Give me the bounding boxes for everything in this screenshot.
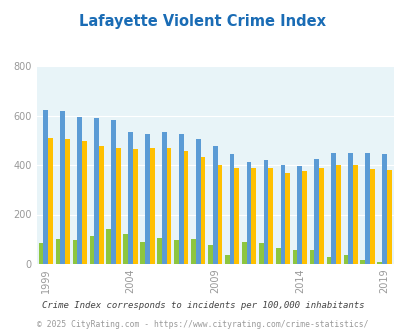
Bar bbox=[65, 139, 70, 264]
Bar bbox=[166, 148, 171, 264]
Bar bbox=[251, 168, 256, 264]
Bar bbox=[82, 141, 87, 264]
Bar bbox=[381, 154, 386, 264]
Bar bbox=[72, 241, 77, 264]
Bar bbox=[157, 238, 162, 264]
Bar bbox=[55, 239, 60, 264]
Bar bbox=[77, 117, 82, 264]
Bar bbox=[377, 262, 381, 264]
Bar bbox=[116, 148, 120, 264]
Bar bbox=[174, 241, 179, 264]
Bar bbox=[200, 157, 205, 264]
Bar bbox=[106, 229, 111, 264]
Bar bbox=[297, 166, 301, 264]
Bar bbox=[207, 245, 212, 264]
Bar bbox=[128, 132, 132, 264]
Bar bbox=[179, 134, 183, 264]
Bar bbox=[94, 118, 99, 264]
Bar bbox=[234, 168, 239, 264]
Bar bbox=[369, 169, 374, 264]
Bar bbox=[217, 165, 222, 264]
Bar bbox=[386, 170, 391, 264]
Bar bbox=[364, 153, 369, 264]
Bar bbox=[280, 166, 285, 264]
Bar bbox=[268, 168, 273, 264]
Text: Crime Index corresponds to incidents per 100,000 inhabitants: Crime Index corresponds to incidents per… bbox=[42, 301, 363, 310]
Bar bbox=[149, 148, 154, 264]
Text: Lafayette Violent Crime Index: Lafayette Violent Crime Index bbox=[79, 14, 326, 29]
Bar bbox=[335, 166, 340, 264]
Bar bbox=[318, 168, 323, 264]
Bar bbox=[343, 255, 347, 264]
Bar bbox=[132, 148, 137, 264]
Bar bbox=[360, 259, 364, 264]
Bar bbox=[229, 154, 234, 264]
Bar bbox=[263, 160, 268, 264]
Bar bbox=[301, 172, 306, 264]
Bar bbox=[111, 120, 116, 264]
Bar bbox=[43, 110, 48, 264]
Bar bbox=[292, 250, 297, 264]
Bar bbox=[309, 249, 313, 264]
Bar bbox=[285, 173, 289, 264]
Bar bbox=[330, 153, 335, 264]
Bar bbox=[313, 159, 318, 264]
Bar bbox=[352, 165, 357, 264]
Bar bbox=[258, 243, 263, 264]
Bar bbox=[183, 151, 188, 264]
Bar bbox=[212, 146, 217, 264]
Bar bbox=[145, 134, 149, 264]
Bar bbox=[347, 152, 352, 264]
Bar bbox=[326, 257, 330, 264]
Bar bbox=[48, 138, 53, 264]
Bar bbox=[241, 242, 246, 264]
Bar bbox=[123, 234, 128, 264]
Bar bbox=[275, 248, 280, 264]
Bar bbox=[224, 255, 229, 264]
Bar bbox=[60, 111, 65, 264]
Bar bbox=[99, 146, 104, 264]
Bar bbox=[90, 236, 94, 264]
Bar bbox=[195, 139, 200, 264]
Bar bbox=[191, 239, 195, 264]
Bar bbox=[162, 132, 166, 264]
Bar bbox=[246, 162, 251, 264]
Bar bbox=[140, 242, 145, 264]
Text: © 2025 CityRating.com - https://www.cityrating.com/crime-statistics/: © 2025 CityRating.com - https://www.city… bbox=[37, 319, 368, 329]
Bar bbox=[38, 243, 43, 264]
